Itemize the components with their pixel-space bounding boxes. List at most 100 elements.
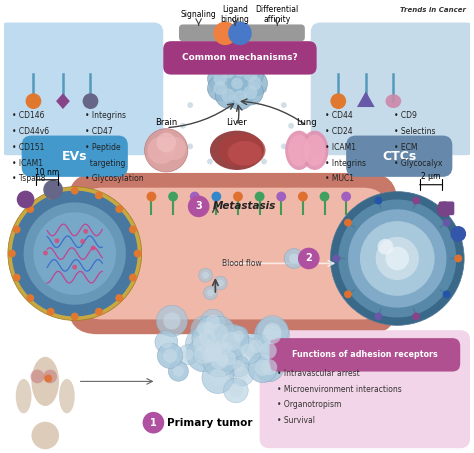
Text: • MUC1: • MUC1 — [325, 174, 354, 183]
FancyBboxPatch shape — [438, 202, 454, 215]
Circle shape — [168, 192, 178, 202]
Circle shape — [194, 345, 213, 364]
Circle shape — [47, 308, 55, 316]
Circle shape — [229, 361, 254, 386]
Circle shape — [330, 192, 464, 325]
Circle shape — [244, 67, 257, 82]
Circle shape — [187, 144, 193, 149]
Circle shape — [204, 336, 228, 361]
Circle shape — [157, 343, 183, 368]
Circle shape — [146, 192, 156, 202]
Circle shape — [238, 80, 264, 105]
Circle shape — [95, 308, 103, 316]
Circle shape — [443, 219, 451, 226]
Circle shape — [344, 290, 352, 298]
Circle shape — [192, 323, 223, 354]
Text: 3: 3 — [195, 202, 202, 212]
Circle shape — [185, 328, 218, 360]
Text: Ligand
binding: Ligand binding — [220, 5, 249, 24]
Text: • Microenvironment interactions: • Microenvironment interactions — [277, 385, 402, 394]
Circle shape — [199, 268, 212, 282]
Circle shape — [72, 265, 77, 270]
Circle shape — [17, 191, 35, 208]
Text: EVs: EVs — [62, 149, 88, 163]
Circle shape — [173, 366, 184, 377]
Text: Signaling: Signaling — [181, 10, 217, 19]
Circle shape — [216, 337, 237, 357]
Text: • Peptide: • Peptide — [84, 143, 120, 152]
Circle shape — [209, 369, 227, 386]
Circle shape — [190, 192, 200, 202]
Circle shape — [234, 82, 240, 87]
Circle shape — [264, 323, 281, 340]
Ellipse shape — [16, 379, 31, 413]
Text: • ECM: • ECM — [394, 143, 418, 152]
Circle shape — [13, 226, 20, 233]
Circle shape — [450, 226, 466, 242]
Circle shape — [213, 21, 237, 45]
Circle shape — [210, 323, 228, 342]
Circle shape — [207, 159, 213, 164]
Circle shape — [203, 286, 218, 300]
Circle shape — [201, 309, 225, 334]
Circle shape — [276, 192, 286, 202]
Circle shape — [214, 324, 248, 358]
Circle shape — [191, 316, 217, 342]
Circle shape — [228, 57, 253, 82]
Circle shape — [8, 187, 142, 320]
Text: Differential
affinity: Differential affinity — [255, 5, 299, 24]
Text: • CD9: • CD9 — [394, 111, 417, 120]
Ellipse shape — [59, 379, 75, 413]
Circle shape — [80, 239, 85, 244]
Circle shape — [215, 59, 241, 84]
FancyBboxPatch shape — [311, 23, 474, 155]
Circle shape — [129, 226, 137, 233]
Circle shape — [262, 325, 282, 344]
Circle shape — [196, 344, 220, 368]
Circle shape — [443, 290, 451, 298]
Circle shape — [198, 338, 228, 368]
Circle shape — [253, 335, 283, 366]
Circle shape — [238, 62, 264, 87]
Circle shape — [203, 342, 228, 368]
Circle shape — [115, 205, 123, 213]
Circle shape — [348, 209, 447, 308]
Text: • CD44: • CD44 — [325, 111, 352, 120]
Circle shape — [211, 349, 234, 371]
Circle shape — [202, 362, 234, 394]
Circle shape — [186, 337, 221, 372]
Circle shape — [145, 129, 188, 172]
Circle shape — [156, 305, 187, 337]
Circle shape — [249, 339, 263, 353]
Circle shape — [437, 202, 452, 217]
Circle shape — [215, 82, 241, 108]
Text: 1: 1 — [150, 418, 157, 428]
Circle shape — [233, 360, 245, 372]
Circle shape — [55, 238, 59, 243]
Circle shape — [255, 192, 264, 202]
Circle shape — [233, 331, 244, 342]
Circle shape — [162, 136, 186, 160]
Circle shape — [222, 332, 241, 351]
Text: • Integrins: • Integrins — [325, 159, 365, 168]
Circle shape — [261, 159, 267, 164]
Circle shape — [202, 321, 215, 333]
Circle shape — [208, 66, 233, 92]
Circle shape — [216, 354, 228, 366]
Ellipse shape — [31, 357, 59, 406]
Circle shape — [217, 280, 224, 286]
Circle shape — [261, 87, 267, 93]
Circle shape — [91, 246, 96, 251]
Circle shape — [242, 71, 267, 96]
Circle shape — [207, 289, 214, 296]
Text: • CD24: • CD24 — [325, 127, 352, 136]
Text: targeting: targeting — [84, 159, 125, 168]
Text: • CD146: • CD146 — [12, 111, 45, 120]
Circle shape — [202, 349, 215, 363]
FancyBboxPatch shape — [163, 41, 317, 75]
Circle shape — [248, 77, 262, 90]
Text: • ICAM1: • ICAM1 — [325, 143, 356, 152]
Circle shape — [34, 212, 116, 295]
Circle shape — [281, 102, 287, 108]
Circle shape — [224, 378, 248, 403]
